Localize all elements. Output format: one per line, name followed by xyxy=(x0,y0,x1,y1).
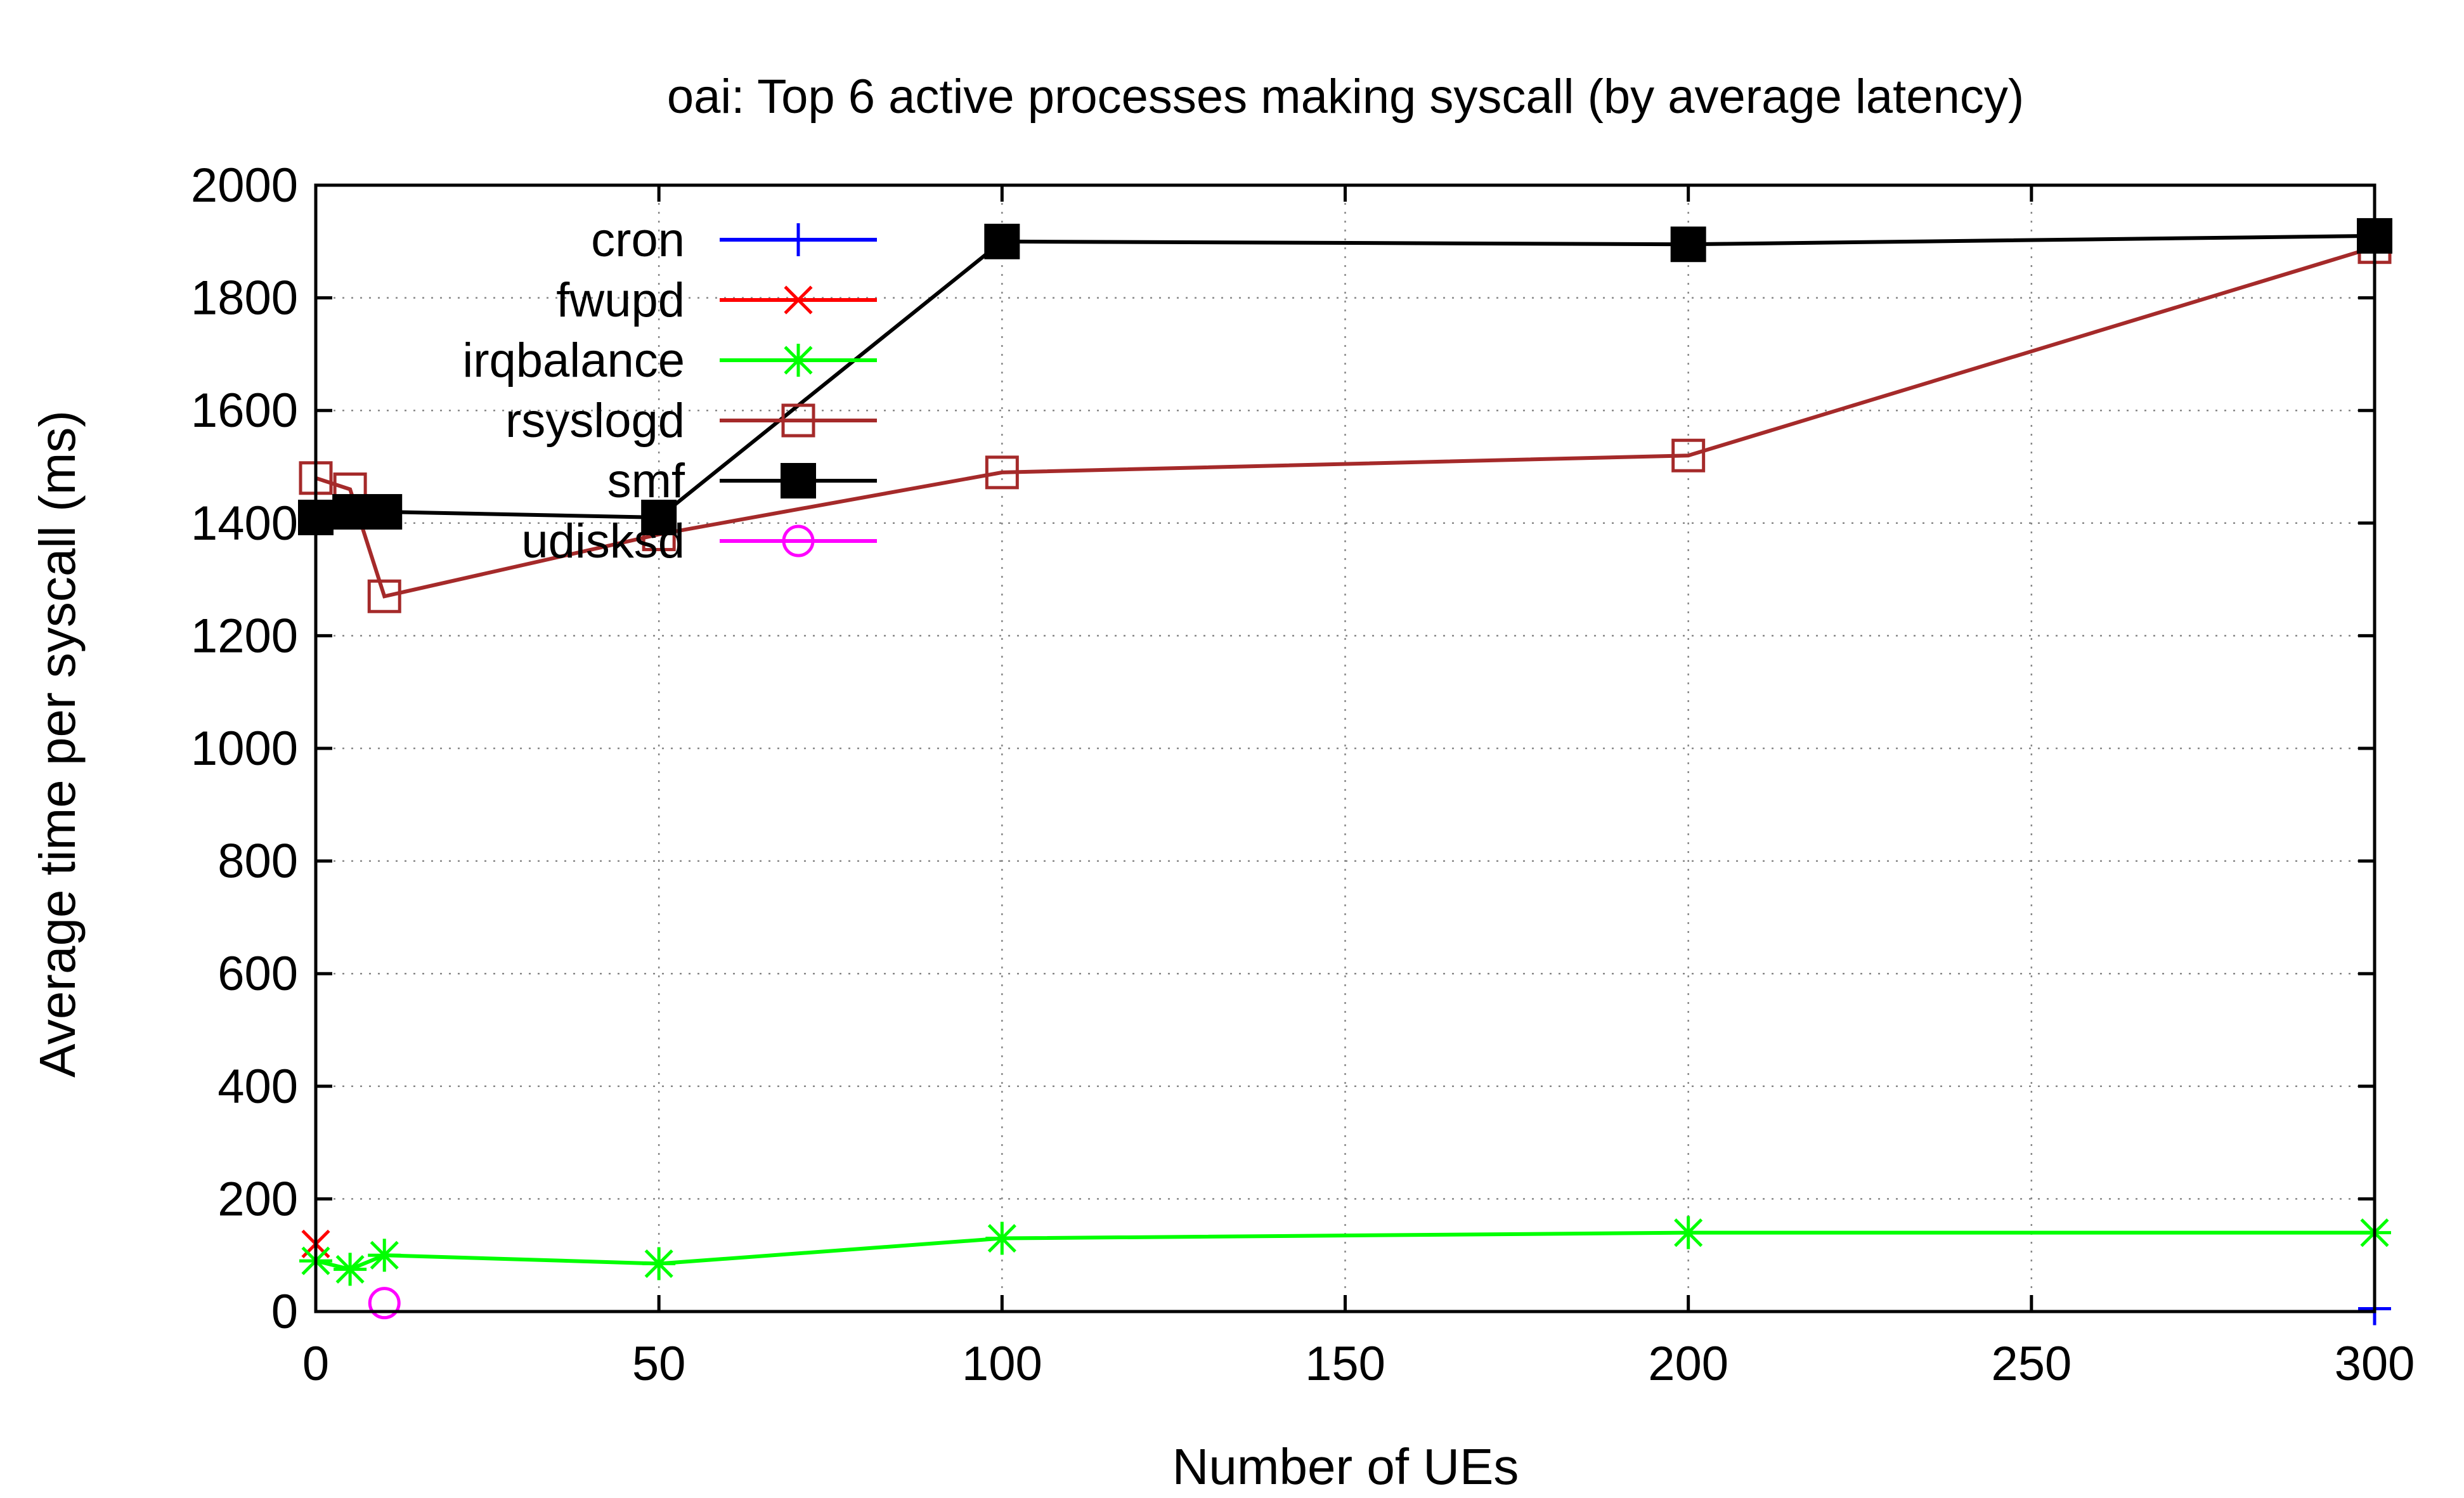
data-point-irqbalance xyxy=(368,1239,401,1272)
data-point-smf xyxy=(332,494,368,530)
y-tick-label: 800 xyxy=(217,835,298,889)
grid xyxy=(316,185,2375,1312)
legend-label-smf: smf xyxy=(607,454,685,508)
legend-entry-cron: cron xyxy=(591,213,877,267)
legend-marker-rsyslogd xyxy=(781,403,815,438)
legend-entry-irqbalance: irqbalance xyxy=(462,334,877,388)
x-tick-label: 50 xyxy=(632,1337,686,1391)
y-tick-label: 1200 xyxy=(191,609,298,663)
data-point-udisksd xyxy=(368,1287,401,1320)
legend: cron fwupd irqbalance rsyslogd smf udisksd xyxy=(462,213,877,568)
data-point-smf xyxy=(1670,226,1706,263)
data-point-irqbalance xyxy=(334,1253,367,1286)
legend-entry-fwupd: fwupd xyxy=(556,273,877,327)
y-tick-label: 200 xyxy=(217,1172,298,1226)
y-tick-label: 400 xyxy=(217,1060,298,1114)
x-tick-label: 100 xyxy=(962,1337,1042,1391)
chart-title: oai: Top 6 active processes making sysca… xyxy=(667,70,2024,124)
x-tick-label: 150 xyxy=(1305,1337,1385,1391)
legend-entry-rsyslogd: rsyslogd xyxy=(505,394,877,448)
data-point-irqbalance xyxy=(642,1247,676,1280)
plot-frame xyxy=(314,183,2376,1313)
data-point-rsyslogd xyxy=(985,455,1019,490)
data-point-smf xyxy=(984,223,1020,259)
x-tick-label: 250 xyxy=(1991,1337,2072,1391)
legend-marker-fwupd xyxy=(784,285,813,315)
legend-label-fwupd: fwupd xyxy=(556,273,685,327)
x-tick-label: 300 xyxy=(2335,1337,2415,1391)
data-point-irqbalance xyxy=(1671,1216,1705,1249)
legend-marker-irqbalance xyxy=(782,344,815,377)
legend-entry-smf: smf xyxy=(607,454,877,508)
legend-label-irqbalance: irqbalance xyxy=(462,334,685,388)
y-tick-label: 1000 xyxy=(191,722,298,776)
data-point-irqbalance xyxy=(985,1221,1019,1255)
x-axis-label: Number of UEs xyxy=(1172,1438,1519,1495)
y-tick-label: 600 xyxy=(217,947,298,1001)
legend-label-cron: cron xyxy=(591,213,685,267)
data-point-rsyslogd xyxy=(367,579,401,613)
legend-label-rsyslogd: rsyslogd xyxy=(505,394,685,448)
y-tick-label: 1400 xyxy=(191,497,298,550)
legend-marker-udisksd xyxy=(782,524,815,557)
y-tick-label: 1600 xyxy=(191,384,298,438)
x-tick-label: 0 xyxy=(302,1337,329,1391)
legend-marker-smf xyxy=(781,463,816,498)
ticks: 0 200 400 600 800 1000 1200 1400 1600 1800 2000 0 50… xyxy=(191,159,2415,1391)
y-tick-label: 2000 xyxy=(191,159,298,212)
y-tick-label: 1800 xyxy=(191,271,298,325)
x-tick-label: 200 xyxy=(1648,1337,1728,1391)
data-point-smf xyxy=(366,494,403,530)
legend-marker-cron xyxy=(782,223,815,256)
data-point-rsyslogd xyxy=(1671,438,1706,472)
legend-entry-udisksd: udisksd xyxy=(521,514,877,568)
legend-label-udisksd: udisksd xyxy=(521,514,685,568)
y-tick-label: 0 xyxy=(271,1285,298,1339)
data-point-smf xyxy=(641,499,677,535)
y-axis-label: Average time per syscall (ms) xyxy=(29,410,86,1078)
series-udisksd xyxy=(368,1287,401,1320)
